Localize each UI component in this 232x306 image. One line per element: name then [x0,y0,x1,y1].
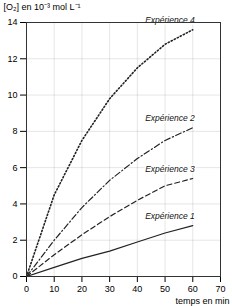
svg-text:Expérience 1: Expérience 1 [145,211,195,221]
svg-text:4: 4 [12,199,17,209]
svg-text:Expérience 4: Expérience 4 [145,15,195,25]
svg-text:0: 0 [24,284,29,294]
svg-text:50: 50 [160,284,170,294]
svg-text:20: 20 [77,284,87,294]
svg-text:temps en min: temps en min [175,296,229,306]
svg-text:14: 14 [7,17,17,27]
svg-text:Expérience 3: Expérience 3 [145,164,195,174]
svg-text:8: 8 [12,126,17,136]
svg-text:2: 2 [12,235,17,245]
svg-text:0: 0 [12,271,17,281]
svg-text:10: 10 [7,90,17,100]
svg-text:6: 6 [12,163,17,173]
svg-text:70: 70 [215,284,225,294]
svg-text:60: 60 [188,284,198,294]
svg-text:Expérience 2: Expérience 2 [145,113,195,123]
svg-text:[O₂] en 10⁻³ mol L⁻¹: [O₂] en 10⁻³ mol L⁻¹ [4,2,81,12]
svg-text:10: 10 [49,284,59,294]
svg-text:12: 12 [7,54,17,64]
svg-text:40: 40 [132,284,142,294]
svg-text:30: 30 [105,284,115,294]
